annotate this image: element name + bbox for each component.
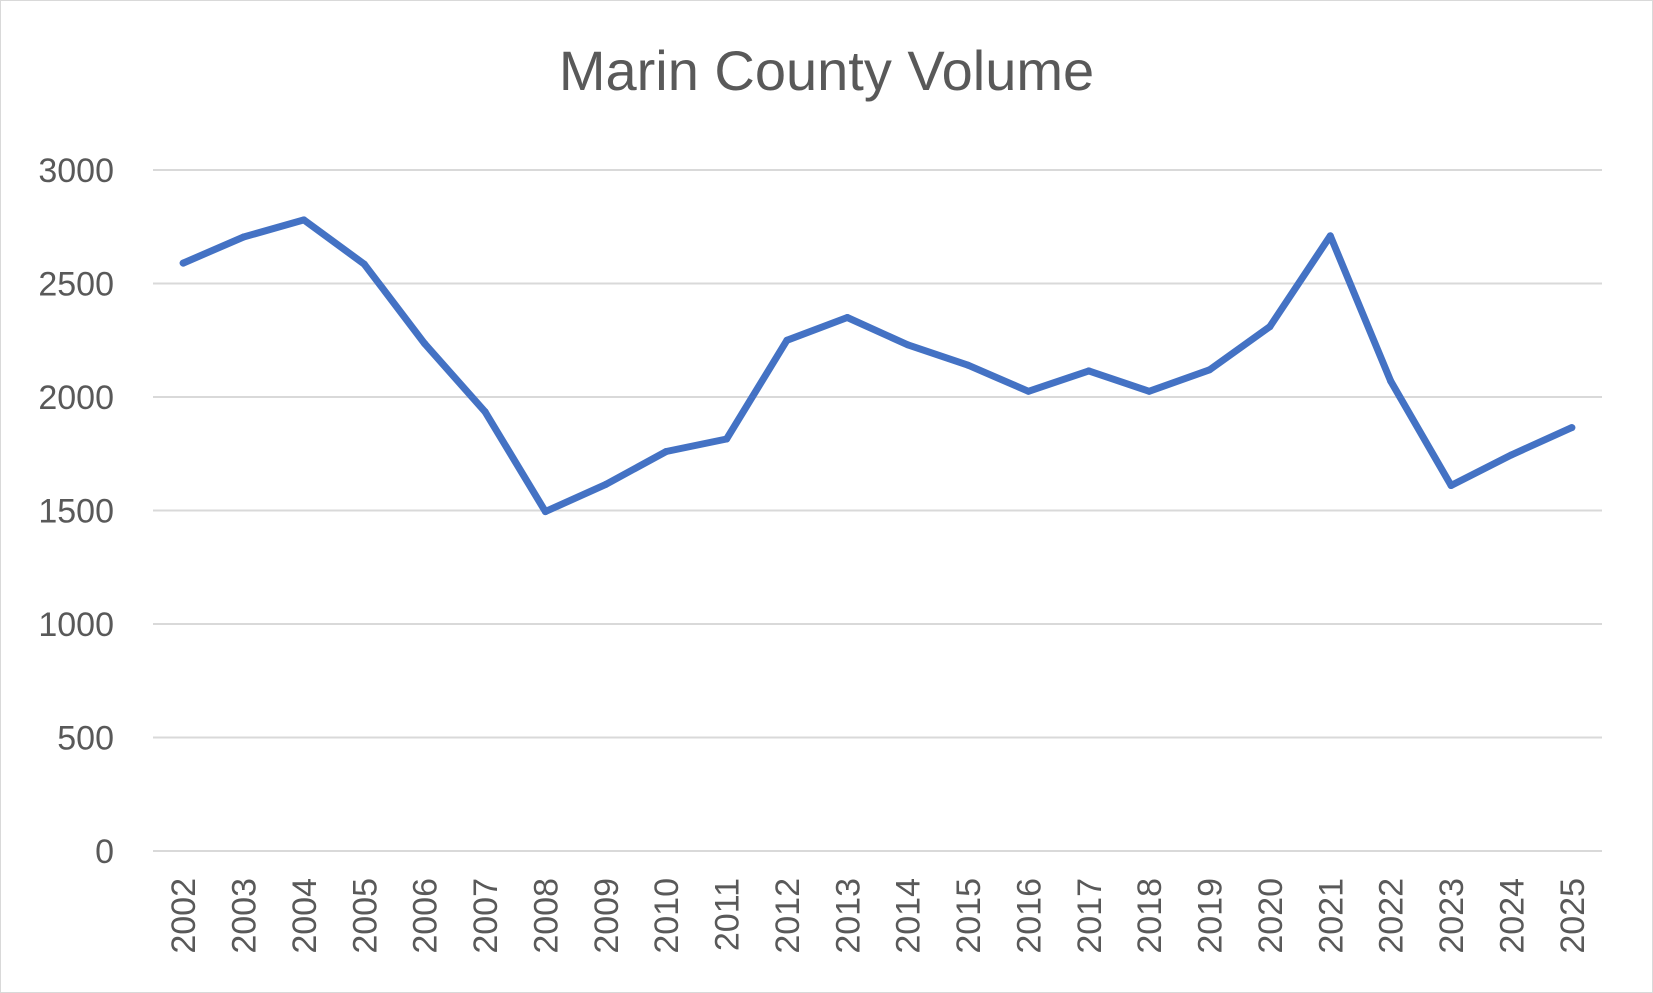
x-tick-label: 2020: [1252, 878, 1290, 954]
x-tick-label: 2009: [588, 878, 626, 954]
y-tick-label: 1000: [38, 606, 114, 644]
data-point-2008: [541, 508, 549, 516]
x-tick-label: 2021: [1312, 878, 1350, 954]
data-point-2016: [1024, 387, 1032, 395]
x-tick-label: 2003: [226, 878, 264, 954]
x-tick-label: 2002: [165, 878, 203, 954]
data-point-2003: [240, 233, 248, 241]
data-point-2011: [723, 435, 731, 443]
y-tick-label: 500: [57, 720, 114, 758]
x-tick-label: 2012: [769, 878, 807, 954]
y-tick-label: 1500: [38, 493, 114, 531]
y-axis-tick-labels: 0 500 1000 1500 2000 2500 3000: [38, 152, 114, 871]
x-tick-label: 2024: [1493, 878, 1531, 954]
data-point-2013: [843, 314, 851, 322]
x-tick-label: 2025: [1554, 878, 1592, 954]
x-tick-label: 2022: [1373, 878, 1411, 954]
x-tick-label: 2013: [829, 878, 867, 954]
x-tick-label: 2017: [1071, 878, 1109, 954]
x-tick-label: 2005: [346, 878, 384, 954]
y-tick-label: 2500: [38, 266, 114, 304]
series-line: [179, 216, 1576, 516]
data-point-2005: [360, 260, 368, 268]
x-tick-label: 2011: [709, 878, 747, 951]
data-point-2010: [662, 447, 670, 455]
data-point-2006: [421, 340, 429, 348]
data-point-2009: [602, 480, 610, 488]
data-point-2015: [964, 361, 972, 369]
data-point-2012: [783, 336, 791, 344]
x-tick-label: 2007: [467, 878, 505, 954]
y-tick-label: 0: [95, 833, 114, 871]
data-point-2024: [1507, 451, 1515, 459]
x-axis-tick-labels: 2002 2003 2004 2005 2006 2007 2008 2009 2010 2011…: [165, 878, 1592, 954]
chart-title: Marin County Volume: [558, 39, 1095, 102]
x-tick-label: 2019: [1192, 878, 1230, 954]
x-tick-label: 2008: [527, 878, 565, 954]
x-tick-label: 2014: [890, 878, 928, 954]
series-layer: [179, 216, 1576, 516]
data-point-2019: [1206, 366, 1214, 374]
x-tick-label: 2010: [648, 878, 686, 954]
data-point-2022: [1387, 377, 1395, 385]
x-tick-label: 2015: [950, 878, 988, 954]
y-tick-label: 2000: [38, 379, 114, 417]
x-tick-label: 2006: [407, 878, 445, 954]
x-tick-label: 2018: [1131, 878, 1169, 954]
data-point-2007: [481, 408, 489, 416]
data-point-2023: [1447, 482, 1455, 490]
data-point-2021: [1326, 232, 1334, 240]
x-tick-label: 2023: [1433, 878, 1471, 954]
gridlines: [153, 169, 1602, 852]
x-tick-label: 2004: [286, 878, 324, 954]
data-point-2020: [1266, 323, 1274, 331]
data-point-2014: [904, 341, 912, 349]
data-point-2017: [1085, 367, 1093, 375]
data-point-2002: [179, 259, 187, 267]
data-point-2025: [1568, 424, 1576, 432]
y-tick-label: 3000: [38, 152, 114, 190]
data-point-2004: [300, 216, 308, 224]
data-point-2018: [1145, 387, 1153, 395]
x-tick-label: 2016: [1010, 878, 1048, 954]
